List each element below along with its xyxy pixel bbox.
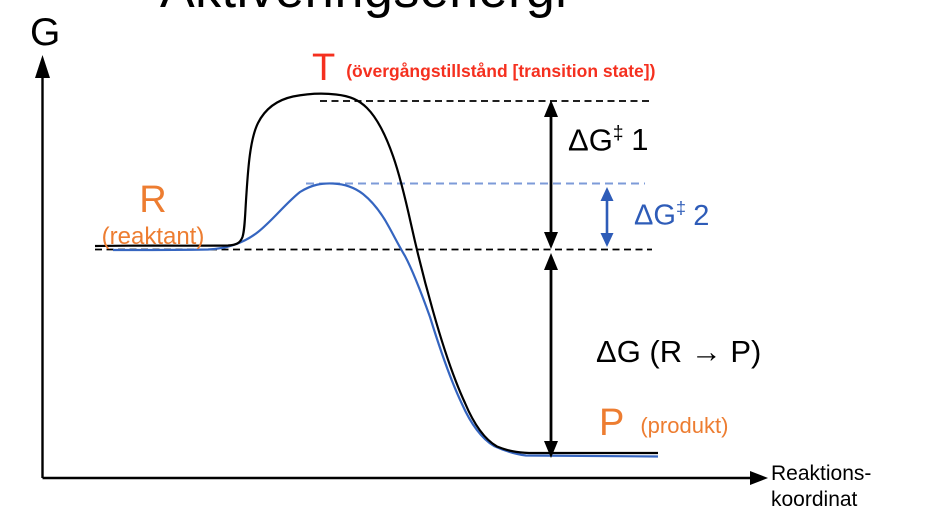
reactant-symbol: R xyxy=(139,179,167,221)
uncatalyzed-energy-curve xyxy=(94,92,658,455)
reaction-energy-arrow xyxy=(544,253,558,458)
dg2-double-dagger: ‡ xyxy=(675,198,686,218)
activation-energy-1-label: ΔG‡ 1 xyxy=(568,124,649,155)
product-label: P (produkt) xyxy=(599,404,728,442)
reaction-energy-label: ΔG (R → P) xyxy=(596,334,762,369)
activation-energy-1-arrow xyxy=(544,100,558,249)
dg2-index: 2 xyxy=(693,199,710,232)
arrow-up-icon xyxy=(600,187,614,201)
arrow-down-icon xyxy=(544,441,558,458)
arrow-down-icon xyxy=(544,232,558,249)
arrow-up-icon xyxy=(544,253,558,270)
activation-energy-2-arrow xyxy=(600,187,614,247)
reactant-note: (reaktant) xyxy=(101,223,205,250)
product-symbol: P xyxy=(599,402,625,444)
dg1-base: ΔG xyxy=(568,122,613,158)
product-note: (produkt) xyxy=(640,413,729,438)
reactant-label: R (reaktant) xyxy=(94,181,212,249)
y-axis-label: G xyxy=(30,11,61,54)
x-axis-label-line2: koordinat xyxy=(771,488,858,511)
x-axis-arrowhead-icon xyxy=(750,471,768,485)
catalyzed-energy-curve xyxy=(112,182,659,458)
x-axis-label-line1: Reaktions- xyxy=(771,462,872,485)
transition-state-label: T (övergångstillstånd [transition state]… xyxy=(312,49,655,87)
arrow-up-icon xyxy=(544,100,558,117)
arrow-down-icon xyxy=(600,233,614,247)
transition-state-note: (övergångstillstånd [transition state]) xyxy=(346,61,656,81)
dg1-double-dagger: ‡ xyxy=(612,123,624,144)
dg2-base: ΔG xyxy=(634,199,676,232)
y-axis-arrowhead-icon xyxy=(35,55,50,78)
x-axis-label: Reaktions- koordinat xyxy=(771,461,871,513)
activation-energy-2-label: ΔG‡ 2 xyxy=(634,199,709,231)
slide-title: Aktiveringsenergi xyxy=(160,0,567,16)
transition-state-symbol: T xyxy=(312,47,336,89)
dg1-index: 1 xyxy=(631,122,649,158)
